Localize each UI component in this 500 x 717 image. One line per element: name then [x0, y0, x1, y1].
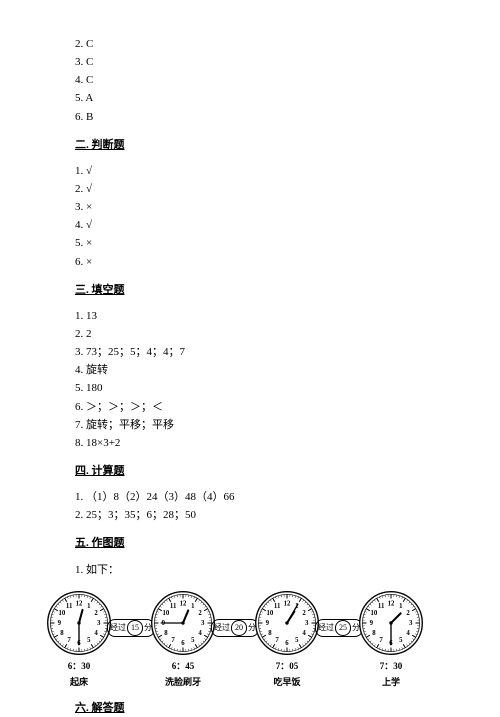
svg-text:11: 11: [66, 603, 73, 610]
svg-text:6: 6: [285, 639, 289, 646]
answer-item: 5. 180: [75, 379, 445, 397]
answer-item: 1. 13: [75, 307, 445, 325]
connector-label: 经过25分: [315, 619, 363, 636]
connector: 经过20分: [211, 619, 259, 636]
svg-text:5: 5: [191, 637, 195, 644]
answer-item: 1. （1）8（2）24（3）48（4）66: [75, 488, 445, 506]
clock-face: 123456789101112: [253, 589, 321, 657]
answer-item: 2. C: [75, 35, 445, 53]
svg-text:12: 12: [180, 600, 187, 607]
answer-item: 3. ×: [75, 198, 445, 216]
answer-item: 1. √: [75, 162, 445, 180]
svg-text:1: 1: [87, 603, 91, 610]
svg-text:2: 2: [302, 610, 306, 617]
calc-heading: 四. 计算题: [75, 462, 445, 480]
svg-text:11: 11: [170, 603, 177, 610]
svg-text:12: 12: [76, 600, 83, 607]
svg-text:11: 11: [378, 603, 385, 610]
clock-label: 吃早饭: [273, 675, 300, 690]
clock-time: 7：05: [276, 659, 299, 674]
clock-face: 123456789101112: [45, 589, 113, 657]
svg-text:1: 1: [191, 603, 195, 610]
svg-text:4: 4: [94, 630, 98, 637]
blanks-heading: 三. 填空题: [75, 281, 445, 299]
svg-text:4: 4: [198, 630, 202, 637]
answer-item: 7. 旋转；平移；平移: [75, 416, 445, 434]
svg-text:8: 8: [164, 630, 168, 637]
answer-item: 4. √: [75, 216, 445, 234]
svg-text:9: 9: [370, 620, 374, 627]
clock-time: 6：45: [172, 659, 195, 674]
svg-text:5: 5: [87, 637, 91, 644]
drawing-heading: 五. 作图题: [75, 534, 445, 552]
svg-text:12: 12: [388, 600, 395, 607]
clock-block: 1234567891011127：30上学: [357, 589, 425, 690]
clock-label: 洗脸刷牙: [165, 675, 201, 690]
svg-text:10: 10: [59, 610, 66, 617]
svg-text:12: 12: [284, 600, 291, 607]
svg-text:9: 9: [266, 620, 270, 627]
svg-text:8: 8: [268, 630, 272, 637]
svg-text:4: 4: [406, 630, 410, 637]
connector-label: 经过20分: [211, 619, 259, 636]
clock-time: 6：30: [68, 659, 91, 674]
drawing-list: 1. 如下：: [75, 561, 445, 579]
svg-text:1: 1: [399, 603, 403, 610]
answer-item: 2. 25；3；35；6；28；50: [75, 506, 445, 524]
answer-item: 6. ×: [75, 253, 445, 271]
svg-text:10: 10: [371, 610, 378, 617]
clocks-row: 1234567891011126：30起床经过15分12345678910111…: [45, 589, 445, 690]
svg-text:6: 6: [181, 639, 185, 646]
blanks-list: 1. 13 2. 2 3. 73；25；5；4；4；7 4. 旋转 5. 180…: [75, 307, 445, 452]
svg-text:7: 7: [275, 637, 279, 644]
svg-text:7: 7: [171, 637, 175, 644]
svg-text:2: 2: [406, 610, 410, 617]
answer-item: 6. B: [75, 108, 445, 126]
answer-item: 3. C: [75, 53, 445, 71]
clock-time: 7：30: [380, 659, 403, 674]
connector: 经过15分: [107, 619, 155, 636]
clock-block: 1234567891011126：30起床: [45, 589, 113, 690]
clock-label: 上学: [382, 675, 400, 690]
answer-item: 5. ×: [75, 234, 445, 252]
answer-item: 4. 旋转: [75, 361, 445, 379]
svg-text:8: 8: [60, 630, 64, 637]
solve-heading: 六. 解答题: [75, 699, 445, 717]
svg-text:3: 3: [97, 620, 101, 627]
svg-text:3: 3: [201, 620, 205, 627]
judgement-list: 1. √ 2. √ 3. × 4. √ 5. × 6. ×: [75, 162, 445, 271]
svg-text:11: 11: [274, 603, 281, 610]
svg-text:3: 3: [305, 620, 309, 627]
answer-item: 1. 如下：: [75, 561, 445, 579]
top-answers-list: 2. C 3. C 4. C 5. A 6. B: [75, 35, 445, 126]
judgement-heading: 二. 判断题: [75, 136, 445, 154]
answer-item: 6. ＞；＞；＞；＜: [75, 398, 445, 416]
svg-text:7: 7: [67, 637, 71, 644]
answer-item: 5. A: [75, 89, 445, 107]
svg-text:5: 5: [295, 637, 299, 644]
answer-item: 8. 18×3+2: [75, 434, 445, 452]
clock-block: 1234567891011127：05吃早饭: [253, 589, 321, 690]
svg-text:2: 2: [198, 610, 202, 617]
svg-text:8: 8: [372, 630, 376, 637]
svg-text:10: 10: [267, 610, 274, 617]
svg-text:10: 10: [163, 610, 170, 617]
svg-text:9: 9: [58, 620, 62, 627]
clock-block: 1234567891011126：45洗脸刷牙: [149, 589, 217, 690]
svg-text:3: 3: [409, 620, 413, 627]
svg-text:4: 4: [302, 630, 306, 637]
connector: 经过25分: [315, 619, 363, 636]
connector-label: 经过15分: [107, 619, 155, 636]
svg-text:2: 2: [94, 610, 98, 617]
answer-item: 3. 73；25；5；4；4；7: [75, 343, 445, 361]
clock-face: 123456789101112: [357, 589, 425, 657]
calc-list: 1. （1）8（2）24（3）48（4）66 2. 25；3；35；6；28；5…: [75, 488, 445, 524]
answer-item: 2. 2: [75, 325, 445, 343]
answer-item: 2. √: [75, 180, 445, 198]
clock-label: 起床: [70, 675, 88, 690]
svg-text:7: 7: [379, 637, 383, 644]
clock-face: 123456789101112: [149, 589, 217, 657]
answer-item: 4. C: [75, 71, 445, 89]
svg-text:5: 5: [399, 637, 403, 644]
